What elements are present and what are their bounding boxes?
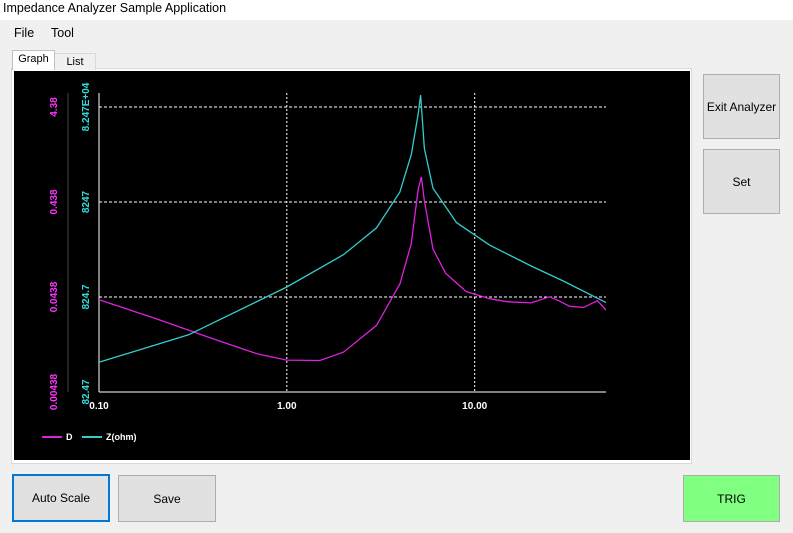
axes bbox=[67, 93, 606, 393]
tab-graph[interactable]: Graph bbox=[12, 50, 55, 70]
grid-lines bbox=[99, 93, 606, 392]
plot-series bbox=[98, 95, 607, 363]
menu-file[interactable]: File bbox=[14, 26, 35, 40]
z-axis-tick-label: 8247 bbox=[81, 190, 92, 213]
d-axis-tick-label: 0.0438 bbox=[49, 281, 60, 312]
x-tick-label: 1.00 bbox=[277, 401, 297, 412]
title-bar: Impedance Analyzer Sample Application bbox=[0, 0, 793, 20]
impedance-graph[interactable]: 0.10 1.00 10.00 4.38 0.438 0.0438 0.00438 8.247… bbox=[14, 71, 690, 460]
d-axis-tick-label: 0.438 bbox=[49, 189, 60, 214]
trig-button[interactable]: TRIG bbox=[683, 475, 780, 522]
exit-analyzer-button[interactable]: Exit Analyzer bbox=[703, 74, 780, 139]
x-tick-label: 0.10 bbox=[89, 401, 109, 412]
tick-labels: 0.10 1.00 10.00 4.38 0.438 0.0438 0.00438 8.247… bbox=[49, 82, 488, 412]
x-tick-label: 10.00 bbox=[462, 401, 487, 412]
menu-tool[interactable]: Tool bbox=[51, 26, 74, 40]
legend: D Z(ohm) bbox=[42, 432, 137, 442]
tab-list[interactable]: List bbox=[54, 53, 96, 70]
auto-scale-button[interactable]: Auto Scale bbox=[12, 474, 110, 522]
legend-label: Z(ohm) bbox=[106, 432, 137, 442]
series-z-line bbox=[98, 95, 607, 363]
d-axis-tick-label: 4.38 bbox=[49, 97, 60, 117]
legend-label: D bbox=[66, 432, 73, 442]
series-d-line bbox=[98, 176, 607, 362]
z-axis-tick-label: 8.247E+04 bbox=[81, 82, 92, 131]
d-axis-tick-label: 0.00438 bbox=[49, 373, 60, 410]
save-button[interactable]: Save bbox=[118, 475, 216, 522]
z-axis-tick-label: 82.47 bbox=[81, 379, 92, 404]
z-axis-tick-label: 824.7 bbox=[81, 284, 92, 309]
set-button[interactable]: Set bbox=[703, 149, 780, 214]
menu-bar: File Tool bbox=[0, 20, 793, 44]
window-title: Impedance Analyzer Sample Application bbox=[3, 1, 227, 15]
